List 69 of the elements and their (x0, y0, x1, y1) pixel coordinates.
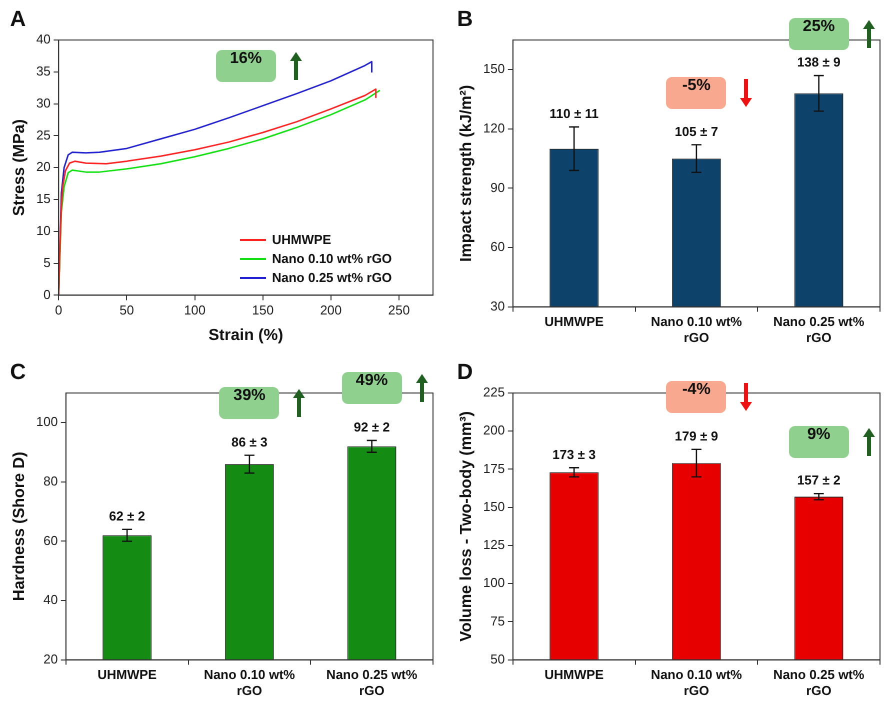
data-label: 157 ± 2 (797, 472, 840, 488)
y-tick-label: 40 (43, 592, 58, 608)
legend-label: Nano 0.25 wt% rGO (272, 270, 392, 286)
annotation: 9% (788, 426, 849, 458)
data-label: 92 ± 2 (354, 420, 390, 435)
y-tick-label: 15 (36, 191, 51, 206)
y-tick-label: 35 (36, 63, 51, 78)
y-tick-label: 150 (483, 61, 505, 76)
legend-label: UHMWPE (272, 232, 332, 248)
y-tick-label: 60 (43, 532, 58, 548)
annotation: -4% (666, 381, 726, 414)
text: B (457, 6, 473, 32)
x-tick-label: UHMWPE (544, 314, 604, 330)
text: D (457, 359, 473, 385)
y-tick-label: 90 (490, 180, 505, 195)
x-tick-label: 200 (320, 302, 342, 318)
y-tick-label: 20 (36, 159, 51, 174)
y-tick-label: 30 (490, 298, 505, 314)
y-tick-label: 120 (483, 120, 505, 136)
x-tick-label: Nano 0.10 wt% rGO (204, 667, 296, 698)
y-tick-label: 20 (43, 651, 58, 666)
x-tick-label: UHMWPE (544, 667, 604, 682)
y-tick-label: 100 (483, 575, 505, 590)
y-axis-title: Hardness (Shore D) (11, 452, 28, 602)
y-tick-label: 80 (43, 474, 58, 489)
x-tick-label: Nano 0.25 wt% rGO (773, 667, 865, 698)
y-tick-label: 40 (36, 32, 51, 47)
legend-label: Nano 0.10 wt% rGO (272, 251, 392, 266)
y-tick-label: 200 (483, 422, 505, 438)
y-tick-label: 150 (483, 498, 505, 514)
x-axis-title: Strain (%) (208, 326, 284, 344)
y-tick-label: 0 (43, 286, 51, 302)
y-tick-label: 5 (43, 254, 51, 270)
x-tick-label: Nano 0.10 wt% rGO (650, 314, 742, 345)
annotation: 16% (216, 50, 276, 82)
y-tick-label: 175 (483, 460, 505, 476)
data-label: 110 ± 11 (550, 106, 599, 122)
data-label: 138 ± 9 (797, 54, 840, 70)
y-tick-label: 225 (483, 384, 505, 400)
text: 49% (342, 372, 402, 404)
data-label: 62 ± 2 (109, 508, 146, 524)
y-tick-label: 100 (36, 414, 58, 430)
y-tick-label: 50 (490, 651, 505, 666)
data-label: 86 ± 3 (231, 434, 268, 450)
x-tick-label: 100 (184, 302, 206, 318)
annotation: -5% (666, 76, 726, 109)
x-tick-label: 250 (388, 302, 410, 318)
y-tick-label: 30 (36, 95, 51, 110)
y-tick-label: 25 (36, 127, 51, 142)
y-axis-title: Stress (MPa) (11, 119, 28, 216)
x-tick-label: UHMWPE (97, 667, 158, 682)
x-tick-label: Nano 0.10 wt% rGO (650, 667, 742, 698)
y-tick-label: 75 (490, 613, 505, 628)
data-label: 105 ± 7 (674, 124, 718, 139)
text: A (10, 6, 26, 32)
x-tick-label: 150 (252, 302, 274, 318)
text: C (10, 359, 26, 385)
y-axis-title: Impact strength (kJ/m²) (458, 84, 476, 262)
x-tick-label: Nano 0.25 wt% rGO (326, 667, 418, 698)
y-axis-title: Volume loss - Two-body (mm³) (458, 411, 476, 642)
annotation: 39% (219, 387, 280, 420)
data-label: 179 ± 9 (674, 428, 718, 444)
x-tick-label: Nano 0.25 wt% rGO (773, 314, 865, 345)
y-tick-label: 60 (490, 239, 505, 254)
data-label: 173 ± 3 (552, 446, 596, 462)
text: 25% (788, 18, 849, 50)
y-tick-label: 125 (483, 537, 505, 552)
x-tick-label: 50 (119, 302, 134, 318)
y-tick-label: 10 (36, 222, 51, 238)
